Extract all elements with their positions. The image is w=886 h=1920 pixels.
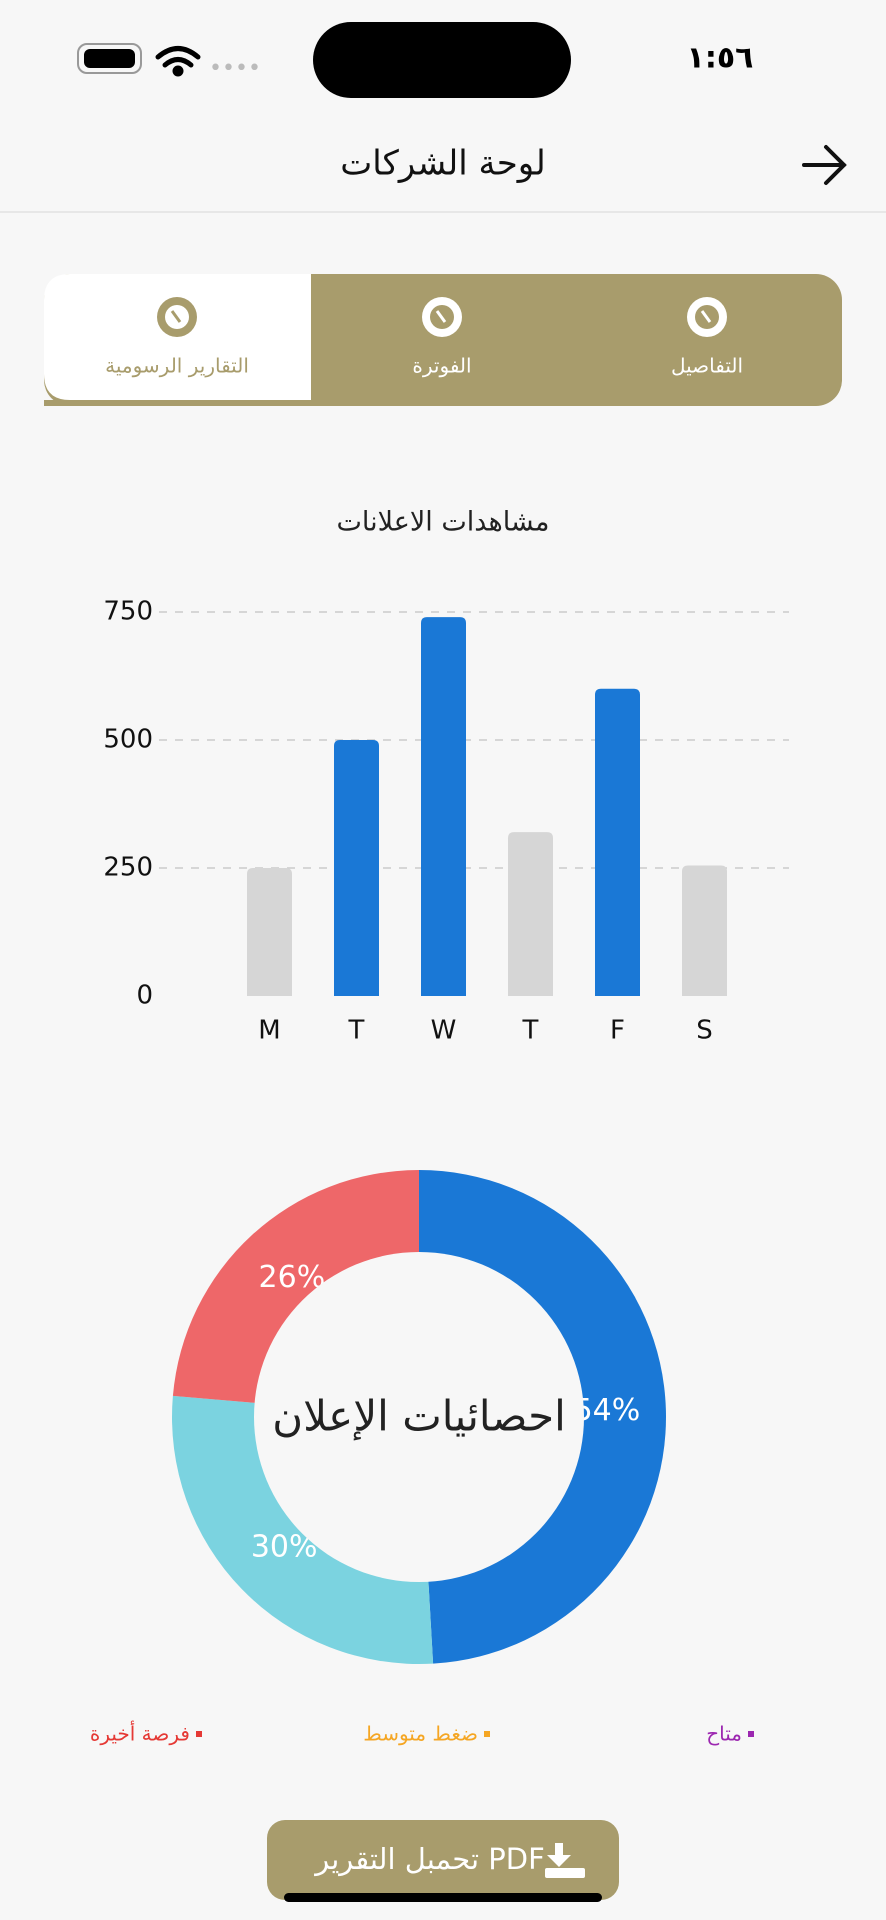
tab-label[interactable]: التقارير الرسومية bbox=[105, 354, 249, 378]
y-tick-label: 750 bbox=[103, 597, 153, 627]
donut-center-label: احصائيات الإعلان bbox=[272, 1392, 566, 1441]
bar bbox=[421, 617, 466, 996]
legend-label: فرصة أخيرة bbox=[90, 1721, 190, 1746]
x-tick-label: T bbox=[348, 1016, 365, 1046]
y-tick-label: 500 bbox=[103, 725, 153, 755]
donut-hole bbox=[254, 1252, 584, 1582]
selected-tab[interactable] bbox=[44, 274, 311, 400]
legend-label: ضغط متوسط bbox=[363, 1722, 478, 1746]
x-tick-label: W bbox=[431, 1016, 457, 1046]
slice-label: 54% bbox=[574, 1393, 641, 1428]
chart-title: مشاهدات الاعلانات bbox=[337, 507, 550, 538]
download-icon bbox=[545, 1843, 585, 1878]
signal-dots: •••• bbox=[209, 56, 261, 81]
donut-chart: 54%30%26% bbox=[171, 1170, 667, 1664]
tab-label[interactable]: الفوترة bbox=[412, 354, 471, 378]
legend-label: متاح bbox=[706, 1722, 742, 1746]
legend: متاح ضغط متوسط فرصة أخيرة bbox=[90, 1721, 754, 1746]
legend-swatch bbox=[484, 1731, 490, 1737]
legend-swatch bbox=[196, 1731, 202, 1737]
x-tick-label: T bbox=[522, 1016, 539, 1046]
y-tick-label: 0 bbox=[136, 981, 153, 1011]
home-indicator bbox=[284, 1893, 602, 1902]
x-tick-label: F bbox=[610, 1016, 625, 1046]
dynamic-island bbox=[313, 22, 571, 98]
tab-icons bbox=[157, 297, 727, 337]
bar bbox=[247, 868, 292, 996]
battery-icon bbox=[77, 43, 142, 74]
bar bbox=[595, 688, 640, 996]
tab-label[interactable]: التفاصيل bbox=[671, 354, 743, 378]
back-arrow[interactable] bbox=[802, 145, 847, 185]
x-tick-label: M bbox=[258, 1016, 280, 1046]
header-title: لوحة الشركات bbox=[340, 144, 545, 184]
status-time: ١:٥٦ bbox=[687, 41, 754, 76]
bar bbox=[334, 740, 379, 996]
x-tick-label: S bbox=[696, 1016, 713, 1046]
legend-swatch bbox=[748, 1731, 754, 1737]
slice-label: 26% bbox=[259, 1260, 326, 1295]
tab-indicator bbox=[44, 400, 311, 406]
download-button[interactable] bbox=[267, 1820, 619, 1900]
bar bbox=[508, 832, 553, 996]
download-button-label[interactable]: تحمبل التقرير PDF bbox=[313, 1842, 545, 1876]
bar-chart: 0 250 500 750 M T W T F S bbox=[103, 597, 789, 1046]
y-tick-label: 250 bbox=[103, 853, 153, 883]
wifi-icon bbox=[155, 46, 201, 77]
bar bbox=[682, 865, 727, 996]
